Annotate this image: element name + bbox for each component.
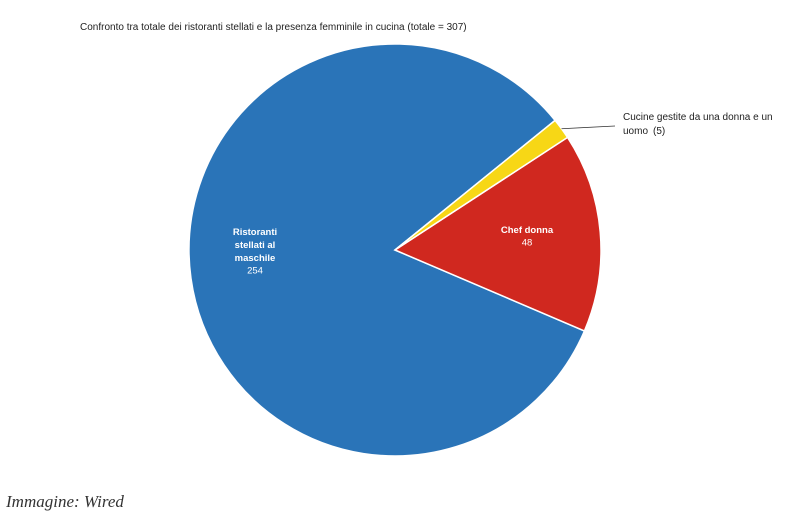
caption: Immagine: Wired xyxy=(5,492,124,511)
chart-title: Confronto tra totale dei ristoranti stel… xyxy=(80,22,467,33)
value-label: 48 xyxy=(522,238,533,249)
leader-line xyxy=(561,125,616,130)
slice-label: Cucine gestite da una donna e un xyxy=(623,112,773,123)
slice-label: Chef donna xyxy=(501,225,554,236)
pie-slice xyxy=(188,43,586,457)
value-label: (5) xyxy=(653,126,665,137)
slice-label-cont: uomo xyxy=(623,126,648,137)
value-label: 254 xyxy=(247,266,263,277)
slice-label: Ristoranti stellati al maschile xyxy=(233,227,277,264)
pie-slice xyxy=(393,136,602,332)
